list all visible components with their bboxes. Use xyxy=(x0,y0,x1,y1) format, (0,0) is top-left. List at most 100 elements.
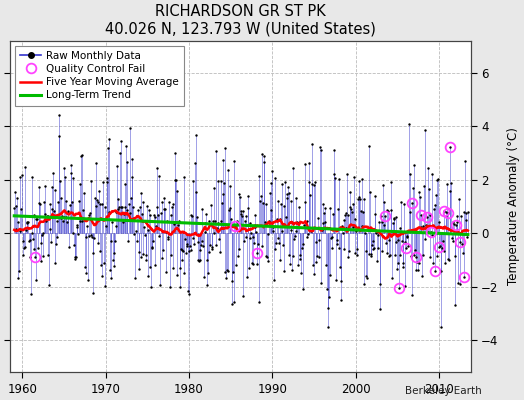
Point xyxy=(184,288,192,294)
Point xyxy=(418,273,426,279)
Point xyxy=(106,266,114,273)
Point xyxy=(389,220,397,226)
Point xyxy=(114,206,123,213)
Point xyxy=(176,264,184,271)
Point xyxy=(342,225,350,231)
Point xyxy=(304,179,313,186)
Point xyxy=(374,232,383,238)
Point xyxy=(347,209,356,216)
Point xyxy=(331,174,340,181)
Point xyxy=(445,188,454,194)
Point xyxy=(204,270,212,276)
Point xyxy=(235,190,244,197)
Point xyxy=(274,235,282,241)
Point xyxy=(248,234,257,240)
Point xyxy=(127,195,135,201)
Point xyxy=(25,254,34,260)
Point xyxy=(125,125,134,131)
Point xyxy=(105,208,114,215)
Point xyxy=(197,242,205,248)
Point xyxy=(82,270,90,276)
Point xyxy=(344,212,352,218)
Point xyxy=(368,246,377,252)
Point xyxy=(191,160,199,166)
Point xyxy=(344,254,353,260)
Point xyxy=(402,245,410,251)
Point xyxy=(205,249,214,255)
Point xyxy=(373,258,381,264)
Point xyxy=(229,269,237,275)
Point xyxy=(250,224,259,230)
Point xyxy=(458,241,466,248)
Point xyxy=(66,202,74,208)
Point xyxy=(299,241,308,247)
Point xyxy=(454,280,462,286)
Point xyxy=(375,219,383,226)
Point xyxy=(225,183,234,190)
Point xyxy=(396,225,404,231)
Point xyxy=(296,252,304,259)
Point xyxy=(428,170,436,177)
Point xyxy=(303,217,312,224)
Point xyxy=(292,194,300,201)
Point xyxy=(95,188,103,194)
Point xyxy=(80,190,89,196)
Point xyxy=(138,199,147,206)
Point xyxy=(386,252,394,258)
Point xyxy=(381,213,389,219)
Point xyxy=(106,238,115,244)
Point xyxy=(427,229,435,236)
Point xyxy=(402,234,411,240)
Point xyxy=(132,228,140,234)
Point xyxy=(319,219,327,226)
Point xyxy=(40,199,48,205)
Point xyxy=(86,232,95,238)
Point xyxy=(391,252,399,258)
Point xyxy=(202,257,211,264)
Point xyxy=(251,212,259,218)
Legend: Raw Monthly Data, Quality Control Fail, Five Year Moving Average, Long-Term Tren: Raw Monthly Data, Quality Control Fail, … xyxy=(15,46,184,106)
Point xyxy=(198,205,206,212)
Point xyxy=(457,213,465,219)
Point xyxy=(328,234,336,241)
Point xyxy=(248,260,256,266)
Point xyxy=(346,204,355,210)
Point xyxy=(411,267,420,274)
Point xyxy=(253,261,261,267)
Point xyxy=(182,240,191,247)
Point xyxy=(312,259,320,265)
Point xyxy=(425,186,433,192)
Point xyxy=(455,281,464,288)
Point xyxy=(136,190,145,196)
Point xyxy=(401,239,410,245)
Point xyxy=(142,252,150,258)
Point xyxy=(170,150,179,156)
Point xyxy=(68,198,76,205)
Point xyxy=(323,324,332,330)
Point xyxy=(366,188,374,195)
Point xyxy=(247,230,255,236)
Point xyxy=(353,246,362,252)
Point xyxy=(176,284,184,290)
Point xyxy=(160,195,169,202)
Point xyxy=(337,277,346,284)
Point xyxy=(325,294,333,300)
Point xyxy=(172,188,181,194)
Point xyxy=(258,242,266,249)
Point xyxy=(261,218,269,225)
Point xyxy=(308,141,316,147)
Point xyxy=(431,268,440,274)
Point xyxy=(254,241,262,247)
Point xyxy=(102,179,111,185)
Point xyxy=(130,230,139,237)
Point xyxy=(212,148,220,154)
Point xyxy=(57,194,66,201)
Point xyxy=(340,246,348,252)
Point xyxy=(199,242,208,249)
Point xyxy=(241,218,249,225)
Point xyxy=(260,152,268,159)
Point xyxy=(37,240,45,246)
Point xyxy=(129,204,137,211)
Point xyxy=(12,226,20,232)
Point xyxy=(196,247,204,254)
